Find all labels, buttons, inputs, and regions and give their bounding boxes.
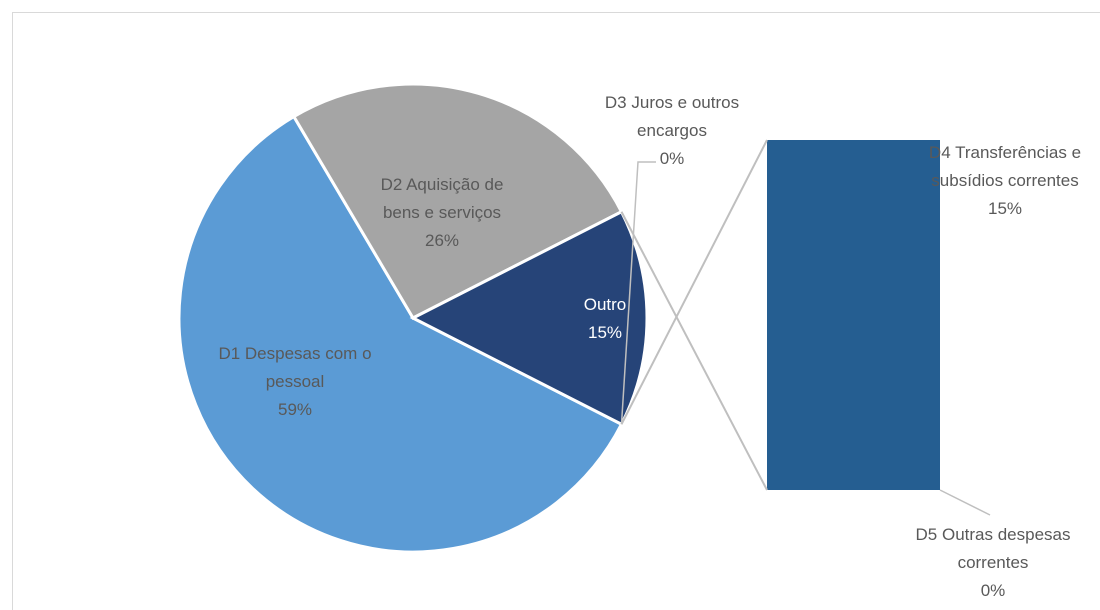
label-value: 59% xyxy=(277,400,313,419)
label-name: D4 Transferências e subsídios correntes xyxy=(928,143,1082,190)
label-value: 0% xyxy=(659,149,685,168)
data-label: D5 Outras despesas correntes 0% xyxy=(888,521,1098,605)
label-name: D1 Despesas com o pessoal xyxy=(218,344,372,391)
label-value: 26% xyxy=(424,231,460,250)
pie-slice xyxy=(291,82,624,320)
data-label: D1 Despesas com o pessoal 59% xyxy=(195,340,395,424)
leader-line xyxy=(620,161,656,425)
label-name: D5 Outras despesas correntes xyxy=(915,525,1071,572)
connector-line xyxy=(620,139,768,425)
data-label: D2 Aquisição de bens e serviços 26% xyxy=(362,171,522,255)
bar-segment xyxy=(767,140,940,490)
data-label: Outro 15% xyxy=(565,291,645,347)
label-name: Outro xyxy=(583,295,627,314)
leader-line xyxy=(939,489,991,516)
label-value: 0% xyxy=(980,581,1006,600)
chart-frame xyxy=(12,12,1100,610)
data-label: D4 Transferências e subsídios correntes 1… xyxy=(900,139,1100,223)
label-value: 15% xyxy=(987,199,1023,218)
label-name: D2 Aquisição de bens e serviços xyxy=(380,175,504,222)
label-name: D3 Juros e outros encargos xyxy=(604,93,740,140)
data-label: D3 Juros e outros encargos 0% xyxy=(582,89,762,173)
label-value: 15% xyxy=(587,323,623,342)
pie-slice xyxy=(177,114,624,554)
connector-line xyxy=(620,211,768,491)
